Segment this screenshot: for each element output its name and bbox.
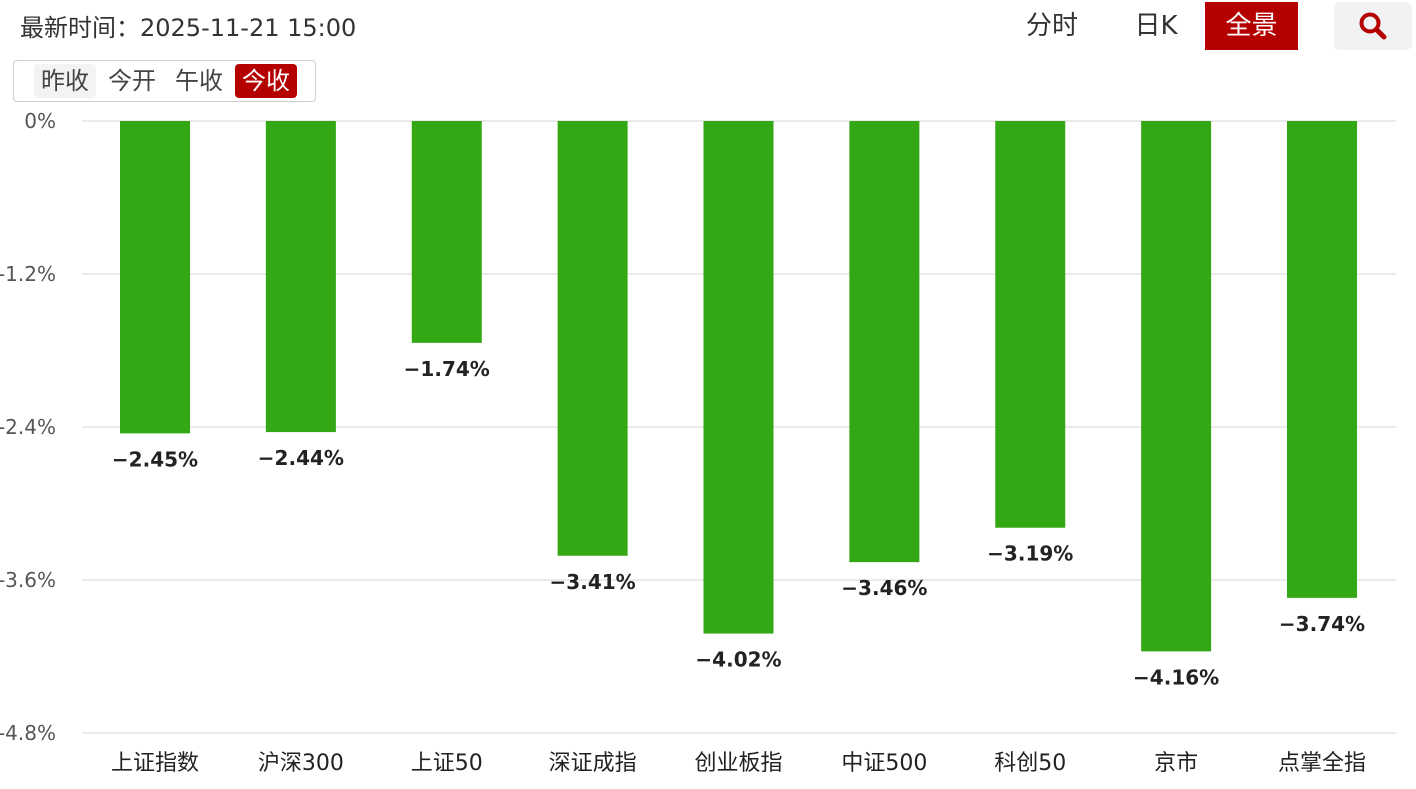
toggle-today-close[interactable]: 今收 [235, 64, 297, 98]
y-tick-label: 0% [24, 109, 56, 133]
value-label: −2.44% [258, 446, 344, 470]
bar [1287, 121, 1357, 598]
y-tick-label: -2.4% [0, 415, 56, 439]
value-label: −3.46% [841, 576, 927, 600]
x-tick-label: 沪深300 [258, 751, 344, 776]
top-bar: 最新时间：2025-11-21 15:00 分时 日K 全景 [0, 0, 1416, 54]
search-icon [1359, 12, 1387, 40]
update-time-value: 2025-11-21 15:00 [140, 14, 357, 42]
value-label: −3.41% [550, 570, 636, 594]
x-axis: 上证指数 沪深300 上证50 深证成指 创业板指 中证500 科创50 京市 点掌全指 [111, 751, 1366, 776]
search-button[interactable] [1334, 2, 1412, 50]
value-label: −4.02% [695, 648, 781, 672]
time-toggle: 昨收 今开 午收 今收 [13, 60, 316, 102]
toggle-prev-close[interactable]: 昨收 [34, 64, 96, 98]
bar [411, 121, 482, 343]
value-label-layer: −2.45% −2.44% −1.74% −3.41% −4.02% −3.46% −3.1… [112, 357, 1365, 690]
y-tick-label: -1.2% [0, 262, 56, 286]
x-tick-label: 点掌全指 [1278, 751, 1366, 776]
x-tick-label: 深证成指 [549, 751, 637, 776]
x-tick-label: 创业板指 [694, 751, 782, 776]
y-tick-label: -3.6% [0, 568, 56, 592]
value-label: −1.74% [404, 357, 490, 381]
x-tick-label: 上证50 [411, 751, 483, 776]
tab-intraday[interactable]: 分时 [1025, 11, 1078, 41]
x-tick-label: 京市 [1154, 751, 1198, 776]
bar [557, 121, 628, 556]
value-label: −3.74% [1279, 612, 1365, 636]
value-label: −4.16% [1133, 665, 1219, 689]
bar [265, 121, 336, 433]
bar [120, 121, 190, 434]
bar [1141, 121, 1212, 652]
tab-daily-k[interactable]: 日K [1134, 11, 1178, 41]
tab-overview[interactable]: 全景 [1205, 2, 1298, 50]
bar-layer [120, 121, 1357, 652]
update-time: 最新时间：2025-11-21 15:00 [20, 8, 356, 43]
toggle-midday-close[interactable]: 午收 [175, 67, 223, 95]
x-tick-label: 中证500 [841, 751, 927, 776]
view-tabs: 分时 日K 全景 [1010, 2, 1310, 50]
x-tick-label: 科创50 [994, 751, 1066, 776]
bar [995, 121, 1066, 528]
value-label: −2.45% [112, 447, 198, 471]
y-axis: 0% -1.2% -2.4% -3.6% -4.8% [0, 109, 56, 745]
value-label: −3.19% [987, 542, 1073, 566]
bar [849, 121, 920, 563]
update-time-label: 最新时间： [20, 14, 140, 42]
bar [703, 121, 774, 634]
toggle-today-open[interactable]: 今开 [108, 67, 156, 95]
x-tick-label: 上证指数 [111, 751, 199, 776]
y-tick-label: -4.8% [0, 721, 56, 745]
